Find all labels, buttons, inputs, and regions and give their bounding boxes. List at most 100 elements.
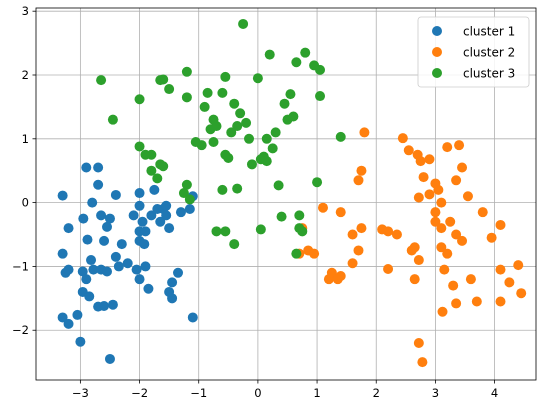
data-point	[167, 277, 178, 288]
y-tick-label: 0	[22, 196, 29, 210]
data-point	[252, 73, 263, 84]
legend-box	[417, 16, 530, 88]
data-point	[294, 210, 305, 221]
data-point	[451, 298, 462, 309]
data-point	[457, 162, 468, 173]
data-point	[99, 300, 110, 311]
data-point	[486, 232, 497, 243]
data-point	[513, 260, 524, 271]
data-point	[217, 87, 228, 98]
data-point	[261, 133, 272, 144]
data-point	[175, 207, 186, 218]
data-point	[57, 248, 68, 259]
data-point	[413, 255, 424, 266]
data-point	[86, 255, 97, 266]
data-point	[96, 75, 107, 86]
legend-label: cluster 2	[463, 46, 515, 60]
data-point	[146, 149, 157, 160]
data-point	[63, 223, 74, 234]
data-point	[264, 49, 275, 60]
data-point	[504, 277, 515, 288]
data-point	[84, 291, 95, 302]
data-point	[82, 234, 93, 245]
data-point	[102, 266, 113, 277]
data-point	[315, 64, 326, 75]
data-point	[255, 224, 266, 235]
data-point	[495, 264, 506, 275]
data-point	[87, 197, 98, 208]
legend-marker	[432, 26, 442, 36]
data-point	[149, 184, 160, 195]
data-point	[397, 133, 408, 144]
data-point	[430, 216, 441, 227]
data-point	[217, 184, 228, 195]
data-point	[110, 189, 121, 200]
data-point	[451, 229, 462, 240]
data-point	[261, 156, 272, 167]
data-point	[134, 94, 145, 105]
data-point	[196, 140, 207, 151]
data-point	[140, 261, 151, 272]
data-point	[436, 223, 447, 234]
data-point	[57, 190, 68, 201]
data-point	[187, 312, 198, 323]
data-point	[335, 270, 346, 281]
data-point	[353, 245, 364, 256]
data-point	[297, 226, 308, 237]
data-point	[202, 87, 213, 98]
data-point	[244, 133, 255, 144]
data-point	[457, 235, 468, 246]
x-tick-label: −3	[72, 386, 89, 400]
data-point	[409, 274, 420, 285]
data-point	[158, 74, 169, 85]
data-point	[134, 274, 145, 285]
data-point	[285, 89, 296, 100]
data-point	[477, 207, 488, 218]
data-point	[107, 299, 118, 310]
data-point	[495, 296, 506, 307]
data-point	[72, 309, 83, 320]
data-point	[356, 223, 367, 234]
data-point	[241, 117, 252, 128]
data-point	[454, 140, 465, 151]
data-point	[317, 202, 328, 213]
data-point	[448, 280, 459, 291]
data-point	[516, 288, 527, 299]
data-point	[134, 188, 145, 199]
data-point	[391, 229, 402, 240]
x-tick-label: −1	[190, 386, 207, 400]
data-point	[413, 192, 424, 203]
data-point	[415, 156, 426, 167]
data-point	[220, 226, 231, 237]
x-tick-label: 4	[491, 386, 498, 400]
y-tick-label: 3	[22, 4, 29, 18]
data-point	[178, 188, 189, 199]
legend-marker	[432, 47, 442, 57]
x-tick-label: 0	[254, 386, 261, 400]
data-point	[143, 283, 154, 294]
data-point	[208, 136, 219, 147]
data-point	[495, 219, 506, 230]
data-point	[181, 179, 192, 190]
series-cluster-2	[294, 127, 527, 368]
data-point	[146, 210, 157, 221]
data-point	[139, 239, 150, 250]
series-cluster-1	[57, 162, 198, 364]
data-point	[232, 183, 243, 194]
plot-area-frame	[35, 7, 537, 381]
data-point	[347, 258, 358, 269]
data-point	[445, 216, 456, 227]
data-point	[465, 274, 476, 285]
data-point	[155, 216, 166, 227]
data-point	[122, 258, 133, 269]
data-point	[270, 127, 281, 138]
x-tick-label: 3	[432, 386, 439, 400]
data-point	[164, 286, 175, 297]
data-point	[181, 66, 192, 77]
data-point	[315, 91, 326, 102]
data-point	[403, 145, 414, 156]
data-point	[104, 353, 115, 364]
data-point	[140, 226, 151, 237]
data-point	[291, 248, 302, 259]
